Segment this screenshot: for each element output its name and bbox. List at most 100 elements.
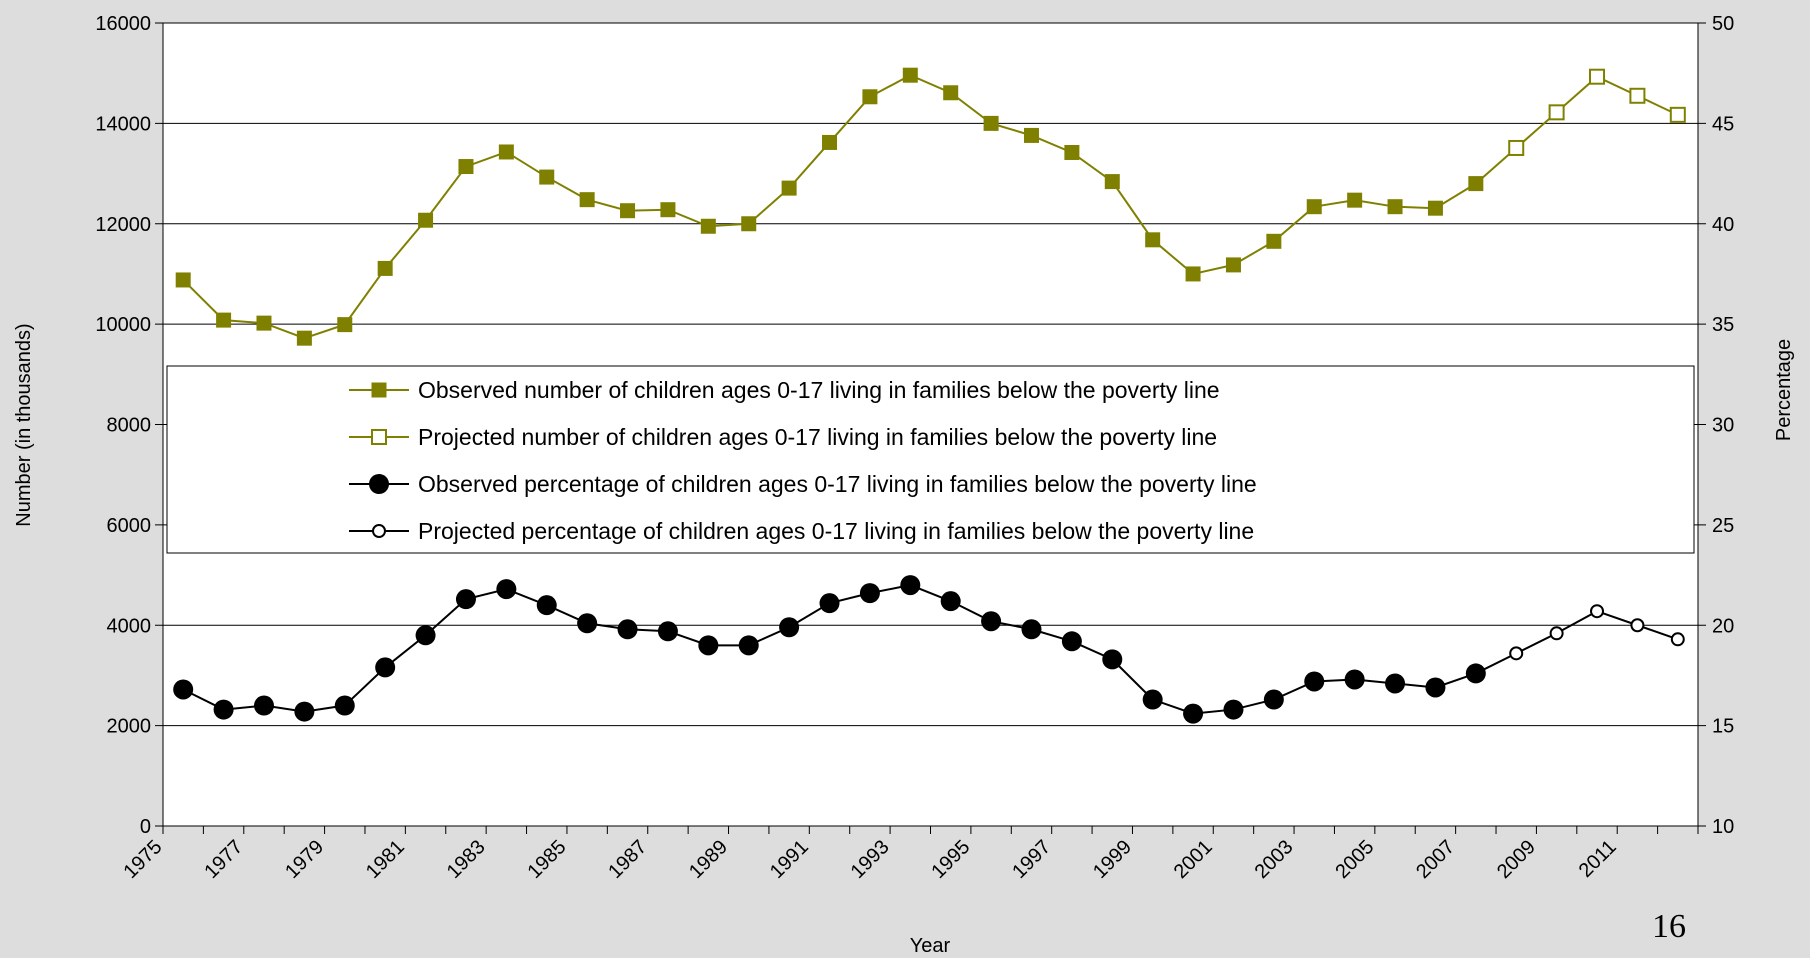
legend-box [166,365,1695,554]
data-point [862,89,878,105]
x-tick-label: 2001 [1170,836,1217,883]
data-point [1589,68,1606,85]
gridlines [163,122,1698,727]
legend-marker-open-circle [372,524,386,538]
legend-entry-observed-number: Observed number of children ages 0-17 li… [349,377,1220,403]
data-point [1306,199,1322,215]
left-tick-label: 4000 [107,615,152,637]
data-point [1021,619,1042,640]
x-axis-ticks: 1975 1977 1979 1981 1983 1985 1987 1989 1991 1993… [120,826,1699,883]
right-axis-ticks: 10 15 20 25 30 35 40 45 50 [1698,13,1734,838]
x-tick-label: 1993 [847,836,894,883]
data-point [1142,689,1163,710]
data-point [1509,646,1524,661]
legend: Observed number of children ages 0-17 li… [166,365,1695,554]
data-point [1225,257,1241,273]
x-tick-label: 1995 [927,836,974,883]
data-point [1185,266,1201,282]
left-tick-label: 12000 [95,214,151,236]
data-point [334,695,355,716]
data-point [819,593,840,614]
x-tick-label: 1989 [685,836,732,883]
x-tick-label: 2011 [1575,836,1621,882]
data-point [175,272,191,288]
data-point [216,312,232,328]
series-layer [173,67,1686,724]
y-axis-right-title: Percentage [1773,339,1795,441]
data-point [496,579,517,600]
legend-marker-open-square [371,429,387,445]
data-point [657,621,678,642]
right-tick-label: 15 [1712,716,1734,738]
data-point [1549,626,1564,641]
x-tick-label: 1983 [443,836,490,883]
data-point [253,695,274,716]
x-tick-label: 1981 [362,836,409,883]
x-axis-title: Year [910,935,951,957]
data-point [1023,127,1039,143]
data-point [418,212,434,228]
left-tick-label: 0 [140,816,151,838]
data-point [981,611,1002,632]
data-point [902,67,918,83]
data-point [455,589,476,610]
data-point [1630,618,1645,633]
data-point [577,613,598,634]
right-tick-label: 25 [1712,515,1734,537]
series-3 [1475,604,1685,675]
page-number: 16 [1652,908,1686,945]
x-tick-label: 1975 [120,836,167,883]
data-point [1425,677,1446,698]
series-2 [173,575,1486,724]
data-point [458,159,474,175]
data-point [296,330,312,346]
data-point [294,701,315,722]
data-point [859,583,880,604]
x-tick-label: 1977 [200,836,247,883]
x-tick-label: 2003 [1251,836,1298,883]
data-point [1387,199,1403,215]
data-point [375,657,396,678]
right-tick-label: 50 [1712,13,1734,35]
data-point [579,192,595,208]
left-tick-label: 10000 [95,314,151,336]
legend-marker-filled-circle [369,474,389,494]
data-point [337,317,353,333]
data-point [983,115,999,131]
legend-label: Projected number of children ages 0-17 l… [418,424,1217,450]
right-tick-label: 20 [1712,615,1734,637]
data-point [1102,649,1123,670]
data-point [700,218,716,234]
data-point [1145,232,1161,248]
data-point [617,619,638,640]
x-tick-label: 1999 [1089,836,1136,883]
right-tick-label: 40 [1712,214,1734,236]
legend-entry-observed-percentage: Observed percentage of children ages 0-1… [349,471,1257,497]
data-point [1347,192,1363,208]
data-point [620,203,636,219]
series-1 [1475,68,1686,185]
data-point [213,699,234,720]
x-tick-label: 2005 [1331,836,1378,883]
data-point [1263,689,1284,710]
data-point [1223,699,1244,720]
x-tick-label: 1991 [766,836,813,883]
x-tick-label: 1987 [604,836,651,883]
data-point [498,144,514,160]
data-point [741,216,757,232]
data-point [377,260,393,276]
data-point [1669,106,1686,123]
legend-marker-filled-square [371,382,387,398]
data-point [1427,200,1443,216]
right-tick-label: 30 [1712,415,1734,437]
data-point [779,617,800,638]
data-point [1183,703,1204,724]
data-point [822,134,838,150]
left-axis-ticks: 0 2000 4000 6000 8000 10000 12000 14000 16000 [95,13,163,838]
right-tick-label: 45 [1712,113,1734,135]
data-point [173,679,194,700]
left-tick-label: 6000 [107,515,152,537]
data-point [1548,104,1565,121]
series-line [1475,610,1679,675]
